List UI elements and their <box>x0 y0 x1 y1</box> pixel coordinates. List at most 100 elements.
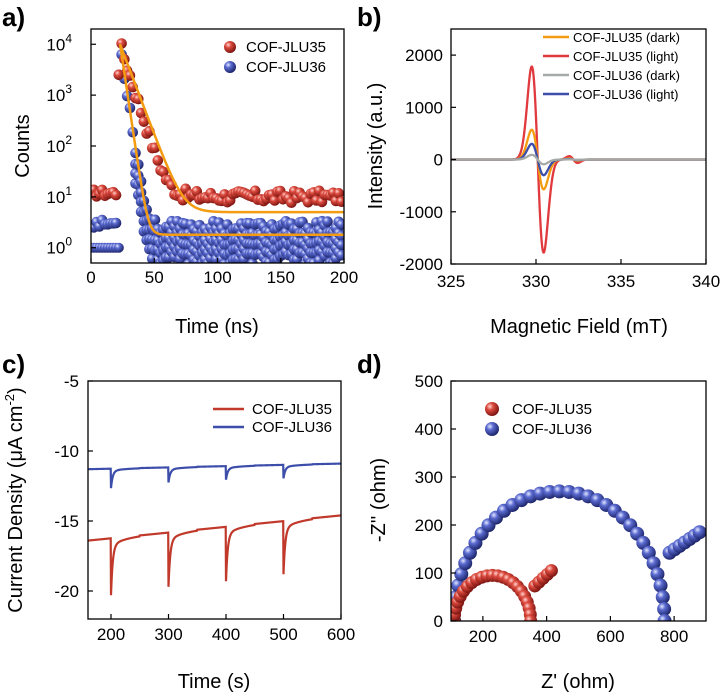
panel-d-series-cof-jlu36 <box>451 484 706 621</box>
panel-c-x-tick-label: 500 <box>269 625 297 644</box>
panel-label-c: c) <box>2 349 25 379</box>
panel-a-x-tick-label: 50 <box>145 268 164 287</box>
panel-a-legend: COF-JLU35 COF-JLU36 <box>224 39 326 76</box>
panel-b-y-tick-label: 0 <box>434 151 443 170</box>
panel-a-x-tick-label: 200 <box>330 268 358 287</box>
panel-a-point <box>135 107 147 119</box>
panel-d-y-tick-label: 0 <box>434 612 443 631</box>
panel-a-point <box>158 166 169 178</box>
panel-a-point <box>116 38 127 49</box>
panel-d-point <box>646 556 661 571</box>
panel-a-fit-line-cof-jlu35 <box>118 43 344 214</box>
panel-b-x-tick-label: 340 <box>692 272 720 291</box>
panel-a-point <box>110 189 122 201</box>
panel-a-photoluminescence-decay: a) 0 50 100 150 200 100 101 102 103 104 Time (ns)… <box>2 2 358 338</box>
panel-c-x-tick-label: 200 <box>97 625 125 644</box>
panel-b-legend-label-jlu35-light: COF-JLU35 (light) <box>573 49 678 64</box>
panel-a-legend-marker-cof-jlu35 <box>224 41 236 53</box>
panel-d-point <box>454 567 469 582</box>
panel-a-fit-line-cof-jlu36 <box>118 44 344 236</box>
panel-d-y-tick-label: 200 <box>415 516 443 535</box>
panel-c-y-tick-label: -20 <box>54 582 79 601</box>
panel-d-point <box>544 564 558 578</box>
panel-a-x-axis-label: Time (ns) <box>175 316 259 338</box>
panel-d-axes: 200 400 600 800 0 100 200 300 400 500 <box>415 372 689 646</box>
panel-b-y-tick-label: 1000 <box>405 98 443 117</box>
panel-a-legend-label-cof-jlu35: COF-JLU35 <box>246 39 326 56</box>
panel-c-x-tick-label: 600 <box>327 625 355 644</box>
panel-c-y-tick-label: -15 <box>54 512 79 531</box>
panel-c-y-axis-label: Current Density (μA cm-2) <box>2 387 27 612</box>
panel-d-point <box>657 614 672 621</box>
panel-a-point <box>152 155 164 166</box>
panel-label-a: a) <box>2 2 25 32</box>
panel-b-legend: COF-JLU35 (dark) COF-JLU35 (light) COF-J… <box>543 30 680 102</box>
panel-b-frame <box>450 28 707 265</box>
panel-d-point <box>458 556 473 571</box>
panel-b-y-tick-label: -1000 <box>400 203 443 222</box>
panel-d-x-tick-label: 600 <box>596 627 624 646</box>
panel-b-x-tick-label: 330 <box>522 272 550 291</box>
panel-b-legend-label-jlu36-dark: COF-JLU36 (dark) <box>573 68 680 83</box>
panel-b-axes: 325 330 335 340 -2000 -1000 0 1000 2000 <box>400 46 721 291</box>
panel-d-x-tick-label: 400 <box>532 627 560 646</box>
panel-d-point <box>653 578 668 593</box>
panel-a-point <box>336 196 344 208</box>
panel-a-point <box>113 69 125 81</box>
panel-c-x-tick-label: 300 <box>154 625 182 644</box>
panel-d-point <box>524 614 538 621</box>
panel-label-d: d) <box>357 349 382 379</box>
panel-c-x-axis-label: Time (s) <box>178 671 251 693</box>
panel-d-legend-label-cof-jlu35: COF-JLU35 <box>512 401 592 418</box>
panel-a-point <box>149 214 161 226</box>
panel-c-y-tick-label: -10 <box>54 442 79 461</box>
panel-a-y-tick-label: 104 <box>46 31 72 54</box>
panel-c-x-tick-label: 400 <box>212 625 240 644</box>
panel-d-y-tick-label: 300 <box>415 468 443 487</box>
panel-a-series-cof-jlu36 <box>91 49 344 263</box>
panel-a-y-tick-label: 102 <box>46 133 72 156</box>
panel-b-legend-label-jlu36-light: COF-JLU36 (light) <box>573 87 678 102</box>
panel-b-plot-area <box>451 65 706 254</box>
panel-d-point <box>657 602 672 617</box>
panel-a-point <box>336 249 344 261</box>
panel-d-x-tick-label: 800 <box>660 627 688 646</box>
panel-c-y-tick-label: -5 <box>64 372 79 391</box>
panel-d-legend-marker-cof-jlu36 <box>485 422 499 436</box>
panel-d-series-cof-jlu35 <box>451 564 558 621</box>
panel-d-y-tick-label: 500 <box>415 372 443 391</box>
panel-a-x-tick-label: 0 <box>86 268 95 287</box>
panel-a-y-tick-label: 100 <box>46 235 72 258</box>
panel-b-y-axis-label: Intensity (a.u.) <box>365 83 387 210</box>
panel-a-x-tick-label: 150 <box>267 268 295 287</box>
panel-c-legend: COF-JLU35 COF-JLU36 <box>213 401 332 436</box>
panel-c-photocurrent: c) 200 300 400 500 600 -5 -10 -15 -20 Time (s) C… <box>2 349 355 693</box>
panel-a-y-axis-label: Counts <box>12 114 34 177</box>
panel-d-frame <box>450 380 707 622</box>
panel-c-legend-label-cof-jlu35: COF-JLU35 <box>252 401 332 418</box>
panel-a-point <box>336 219 344 230</box>
panel-c-line-cof-jlu35 <box>88 514 341 596</box>
panel-c-plot-area <box>88 462 341 596</box>
panel-d-nyquist-plot: d) 200 400 600 800 0 100 200 300 400 500 Z' (ohm)… <box>357 349 707 693</box>
panel-c-legend-label-cof-jlu36: COF-JLU36 <box>252 419 332 436</box>
panel-a-x-tick-label: 100 <box>203 268 231 287</box>
panel-a-point <box>110 217 122 229</box>
panel-b-epr-spectra: b) 325 330 335 340 -2000 -1000 0 1000 2000 Magne… <box>357 2 720 338</box>
panel-c-frame <box>87 380 342 620</box>
panel-label-b: b) <box>357 2 382 32</box>
panel-a-point <box>336 239 344 251</box>
panel-d-legend-marker-cof-jlu35 <box>485 402 499 416</box>
panel-a-legend-marker-cof-jlu36 <box>224 61 236 73</box>
panel-d-legend-label-cof-jlu36: COF-JLU36 <box>512 421 592 438</box>
panel-a-point <box>269 195 280 206</box>
panel-b-line-cof-jlu36-dark- <box>451 153 706 166</box>
panel-d-legend: COF-JLU35 COF-JLU36 <box>485 401 592 438</box>
panel-c-line-cof-jlu36 <box>88 462 341 489</box>
panel-a-y-tick-label: 103 <box>46 82 72 105</box>
panel-d-x-axis-label: Z' (ohm) <box>541 671 615 693</box>
panel-a-plot-area <box>91 38 344 263</box>
panel-a-point <box>249 185 261 197</box>
panel-b-x-axis-label: Magnetic Field (mT) <box>490 316 668 338</box>
